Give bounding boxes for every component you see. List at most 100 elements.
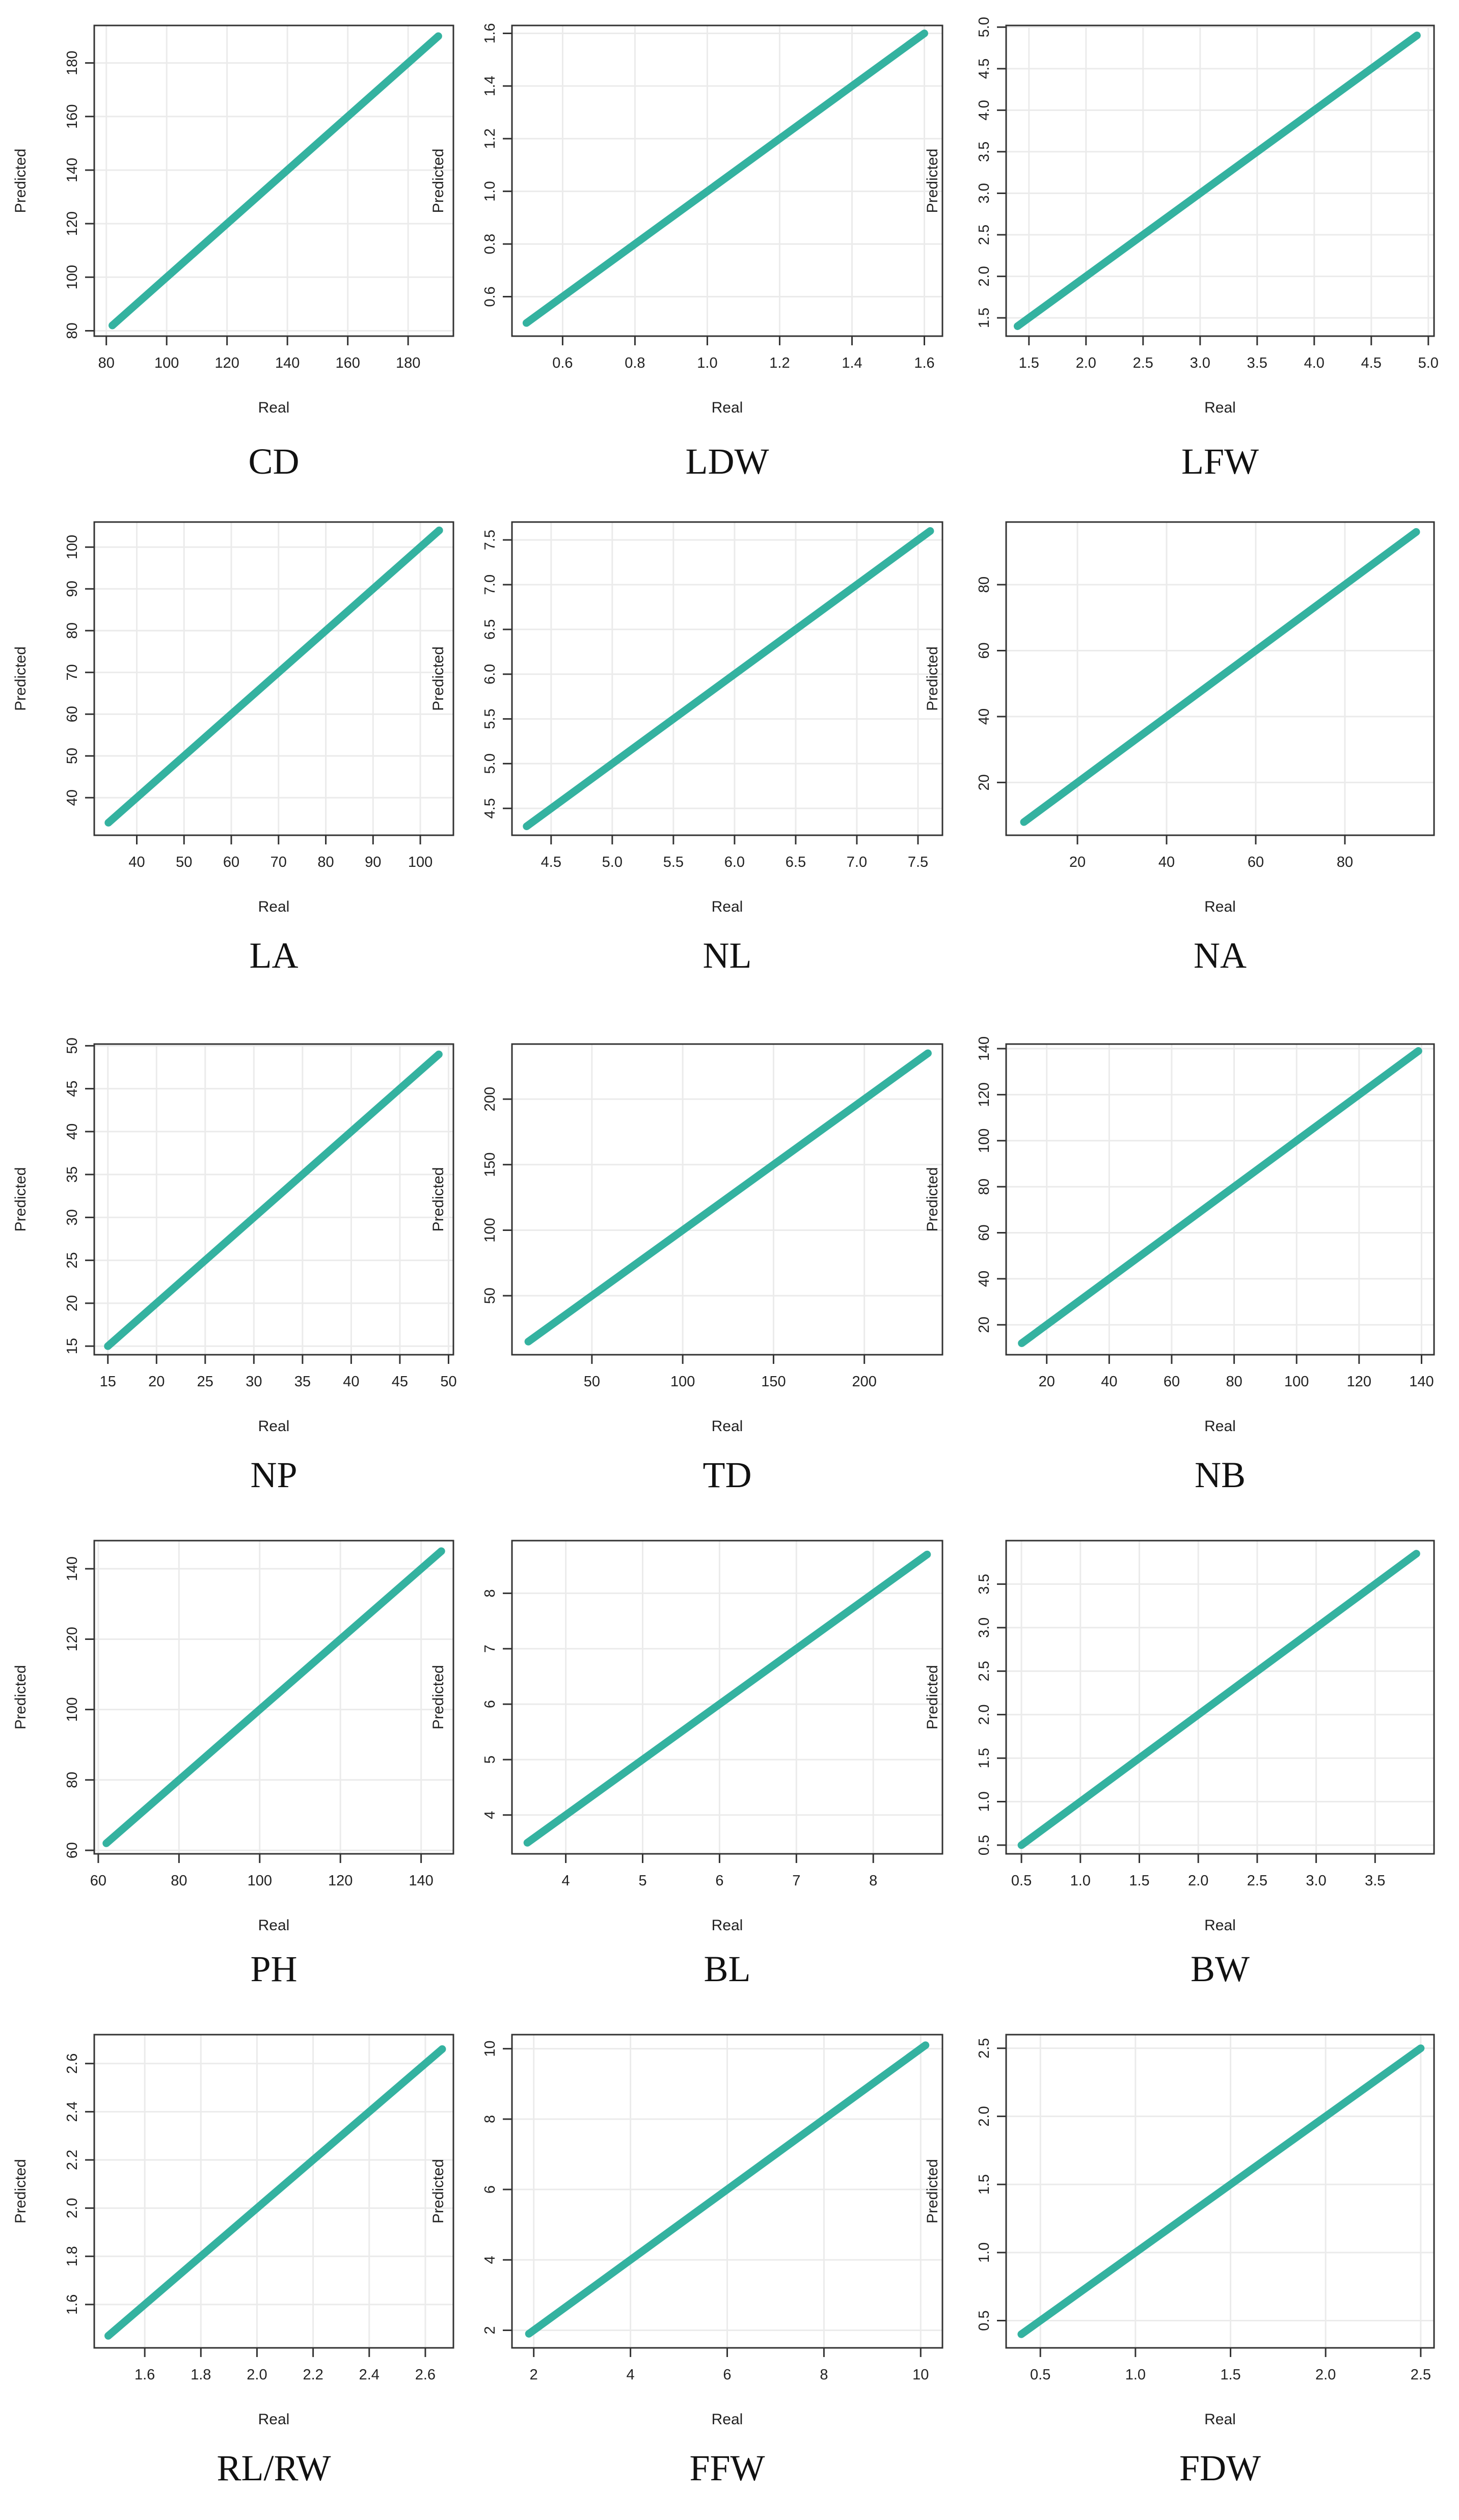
panel-caption: RL/RW bbox=[217, 2448, 331, 2488]
x-tick-label: 60 bbox=[223, 854, 239, 870]
y-tick-label: 0.6 bbox=[482, 286, 498, 307]
panel-caption: FFW bbox=[689, 2448, 765, 2488]
panel-bl: 4 5 6 7 8 4 5 6 7 8 Real Predicted BL bbox=[430, 1540, 943, 1989]
x-tick-label: 100 bbox=[154, 355, 179, 371]
series-line bbox=[104, 2045, 446, 2340]
x-tick-label: 1.5 bbox=[1129, 1873, 1149, 1889]
series-line bbox=[1017, 1550, 1420, 1849]
panel-caption: LFW bbox=[1181, 441, 1259, 482]
y-tick-label: 120 bbox=[976, 1082, 992, 1107]
y-tick-label: 1.5 bbox=[976, 308, 992, 328]
x-tick-label: 1.2 bbox=[769, 355, 790, 371]
x-tick-label: 5 bbox=[638, 1873, 646, 1889]
y-tick-label: 5.0 bbox=[976, 17, 992, 37]
x-tick-label: 40 bbox=[343, 1374, 359, 1390]
x-axis-title: Real bbox=[1204, 399, 1236, 416]
x-axis-title: Real bbox=[712, 2411, 743, 2428]
x-tick-label: 4 bbox=[627, 2367, 635, 2383]
x-tick-label: 20 bbox=[1039, 1374, 1055, 1390]
y-tick-label: 0.8 bbox=[482, 234, 498, 254]
x-tick-label: 4.5 bbox=[541, 854, 561, 870]
x-tick-label: 7 bbox=[792, 1873, 800, 1889]
y-tick-label: 100 bbox=[976, 1129, 992, 1153]
y-axis-title: Predicted bbox=[430, 1167, 447, 1232]
plot-frame bbox=[511, 24, 943, 337]
y-tick-label: 2.0 bbox=[976, 1705, 992, 1725]
y-axis-title: Predicted bbox=[12, 2159, 29, 2224]
x-tick-label: 2.5 bbox=[1411, 2367, 1431, 2383]
panel-td: 50 100 150 200 50 100 150 200 Real Predicted TD bbox=[430, 1043, 943, 1495]
y-tick-label: 80 bbox=[64, 1772, 80, 1788]
x-tick-label: 100 bbox=[670, 1374, 695, 1390]
y-tick-label: 2.0 bbox=[64, 2198, 80, 2218]
panel-nl: 4.5 5.0 5.5 6.0 6.5 7.0 7.5 4.5 5.0 5.5 6.0 6.5 7.0 7… bbox=[430, 521, 943, 976]
x-axis-title: Real bbox=[712, 898, 743, 915]
x-tick-label: 2.5 bbox=[1247, 1873, 1267, 1889]
y-tick-label: 45 bbox=[64, 1080, 80, 1097]
y-tick-label: 100 bbox=[482, 1218, 498, 1242]
panel-ph: 60 80 100 120 140 60 80 100 120 140 Real Predicted P… bbox=[12, 1540, 454, 1989]
x-tick-label: 20 bbox=[148, 1374, 165, 1390]
x-axis-title: Real bbox=[1204, 1418, 1236, 1435]
x-tick-label: 180 bbox=[396, 355, 420, 371]
x-tick-label: 120 bbox=[328, 1873, 353, 1889]
y-tick-label: 3.5 bbox=[976, 142, 992, 162]
x-tick-label: 60 bbox=[1164, 1374, 1180, 1390]
y-tick-label: 60 bbox=[976, 642, 992, 659]
x-tick-label: 100 bbox=[1284, 1374, 1309, 1390]
x-tick-label: 120 bbox=[214, 355, 239, 371]
x-tick-label: 35 bbox=[294, 1374, 311, 1390]
series-line bbox=[109, 32, 442, 330]
series-line bbox=[1017, 2044, 1425, 2338]
panel-rl-rw: 1.6 1.8 2.0 2.2 2.4 2.6 1.6 1.8 2.0 2.2 2.4 2.6 Real… bbox=[12, 2034, 454, 2488]
panel-caption: NL bbox=[703, 935, 752, 976]
y-tick-label: 8 bbox=[482, 2115, 498, 2123]
plot-frame bbox=[93, 2034, 454, 2349]
x-tick-label: 2.4 bbox=[359, 2367, 380, 2383]
y-tick-label: 6 bbox=[482, 2185, 498, 2194]
y-tick-label: 140 bbox=[976, 1036, 992, 1061]
x-tick-label: 80 bbox=[317, 854, 334, 870]
x-tick-label: 140 bbox=[1409, 1374, 1434, 1390]
y-tick-label: 100 bbox=[64, 265, 80, 289]
x-tick-label: 25 bbox=[197, 1374, 213, 1390]
y-tick-label: 5 bbox=[482, 1756, 498, 1764]
y-tick-label: 3.5 bbox=[976, 1574, 992, 1594]
y-tick-label: 1.6 bbox=[482, 23, 498, 43]
x-axis-title: Real bbox=[1204, 898, 1236, 915]
y-tick-label: 4.0 bbox=[976, 100, 992, 120]
y-tick-label: 140 bbox=[64, 158, 80, 182]
y-tick-label: 50 bbox=[64, 1037, 80, 1054]
x-axis-title: Real bbox=[712, 1917, 743, 1934]
y-tick-label: 5.5 bbox=[482, 708, 498, 729]
x-tick-label: 0.6 bbox=[552, 355, 573, 371]
y-tick-label: 60 bbox=[64, 706, 80, 722]
panel-caption: CD bbox=[248, 441, 299, 482]
x-tick-label: 60 bbox=[1248, 854, 1264, 870]
plot-frame bbox=[1005, 1043, 1435, 1356]
x-tick-label: 2.5 bbox=[1133, 355, 1153, 371]
y-tick-label: 6.0 bbox=[482, 664, 498, 684]
y-tick-label: 40 bbox=[976, 708, 992, 725]
y-tick-label: 30 bbox=[64, 1209, 80, 1225]
x-tick-label: 7.5 bbox=[908, 854, 928, 870]
y-tick-label: 40 bbox=[64, 789, 80, 806]
panel-la: 40 50 60 70 80 90 100 40 50 60 70 80 90 100 Real Predic… bbox=[12, 521, 454, 976]
x-tick-label: 3.5 bbox=[1247, 355, 1267, 371]
y-tick-label: 3.0 bbox=[976, 1618, 992, 1638]
y-tick-label: 90 bbox=[64, 581, 80, 597]
y-tick-label: 80 bbox=[976, 577, 992, 593]
panel-caption: LA bbox=[250, 935, 299, 976]
y-tick-label: 80 bbox=[64, 622, 80, 639]
y-tick-label: 25 bbox=[64, 1252, 80, 1269]
x-tick-label: 160 bbox=[335, 355, 360, 371]
panel-caption: TD bbox=[703, 1455, 752, 1495]
y-tick-label: 4.5 bbox=[482, 798, 498, 818]
x-tick-label: 1.4 bbox=[842, 355, 862, 371]
y-tick-label: 15 bbox=[64, 1338, 80, 1354]
y-tick-label: 40 bbox=[976, 1271, 992, 1287]
y-tick-label: 1.0 bbox=[976, 1791, 992, 1812]
panel-na: 20 40 60 80 20 40 60 80 Real Predicted NA bbox=[924, 521, 1435, 976]
x-tick-label: 40 bbox=[1158, 854, 1175, 870]
x-tick-label: 100 bbox=[248, 1873, 272, 1889]
